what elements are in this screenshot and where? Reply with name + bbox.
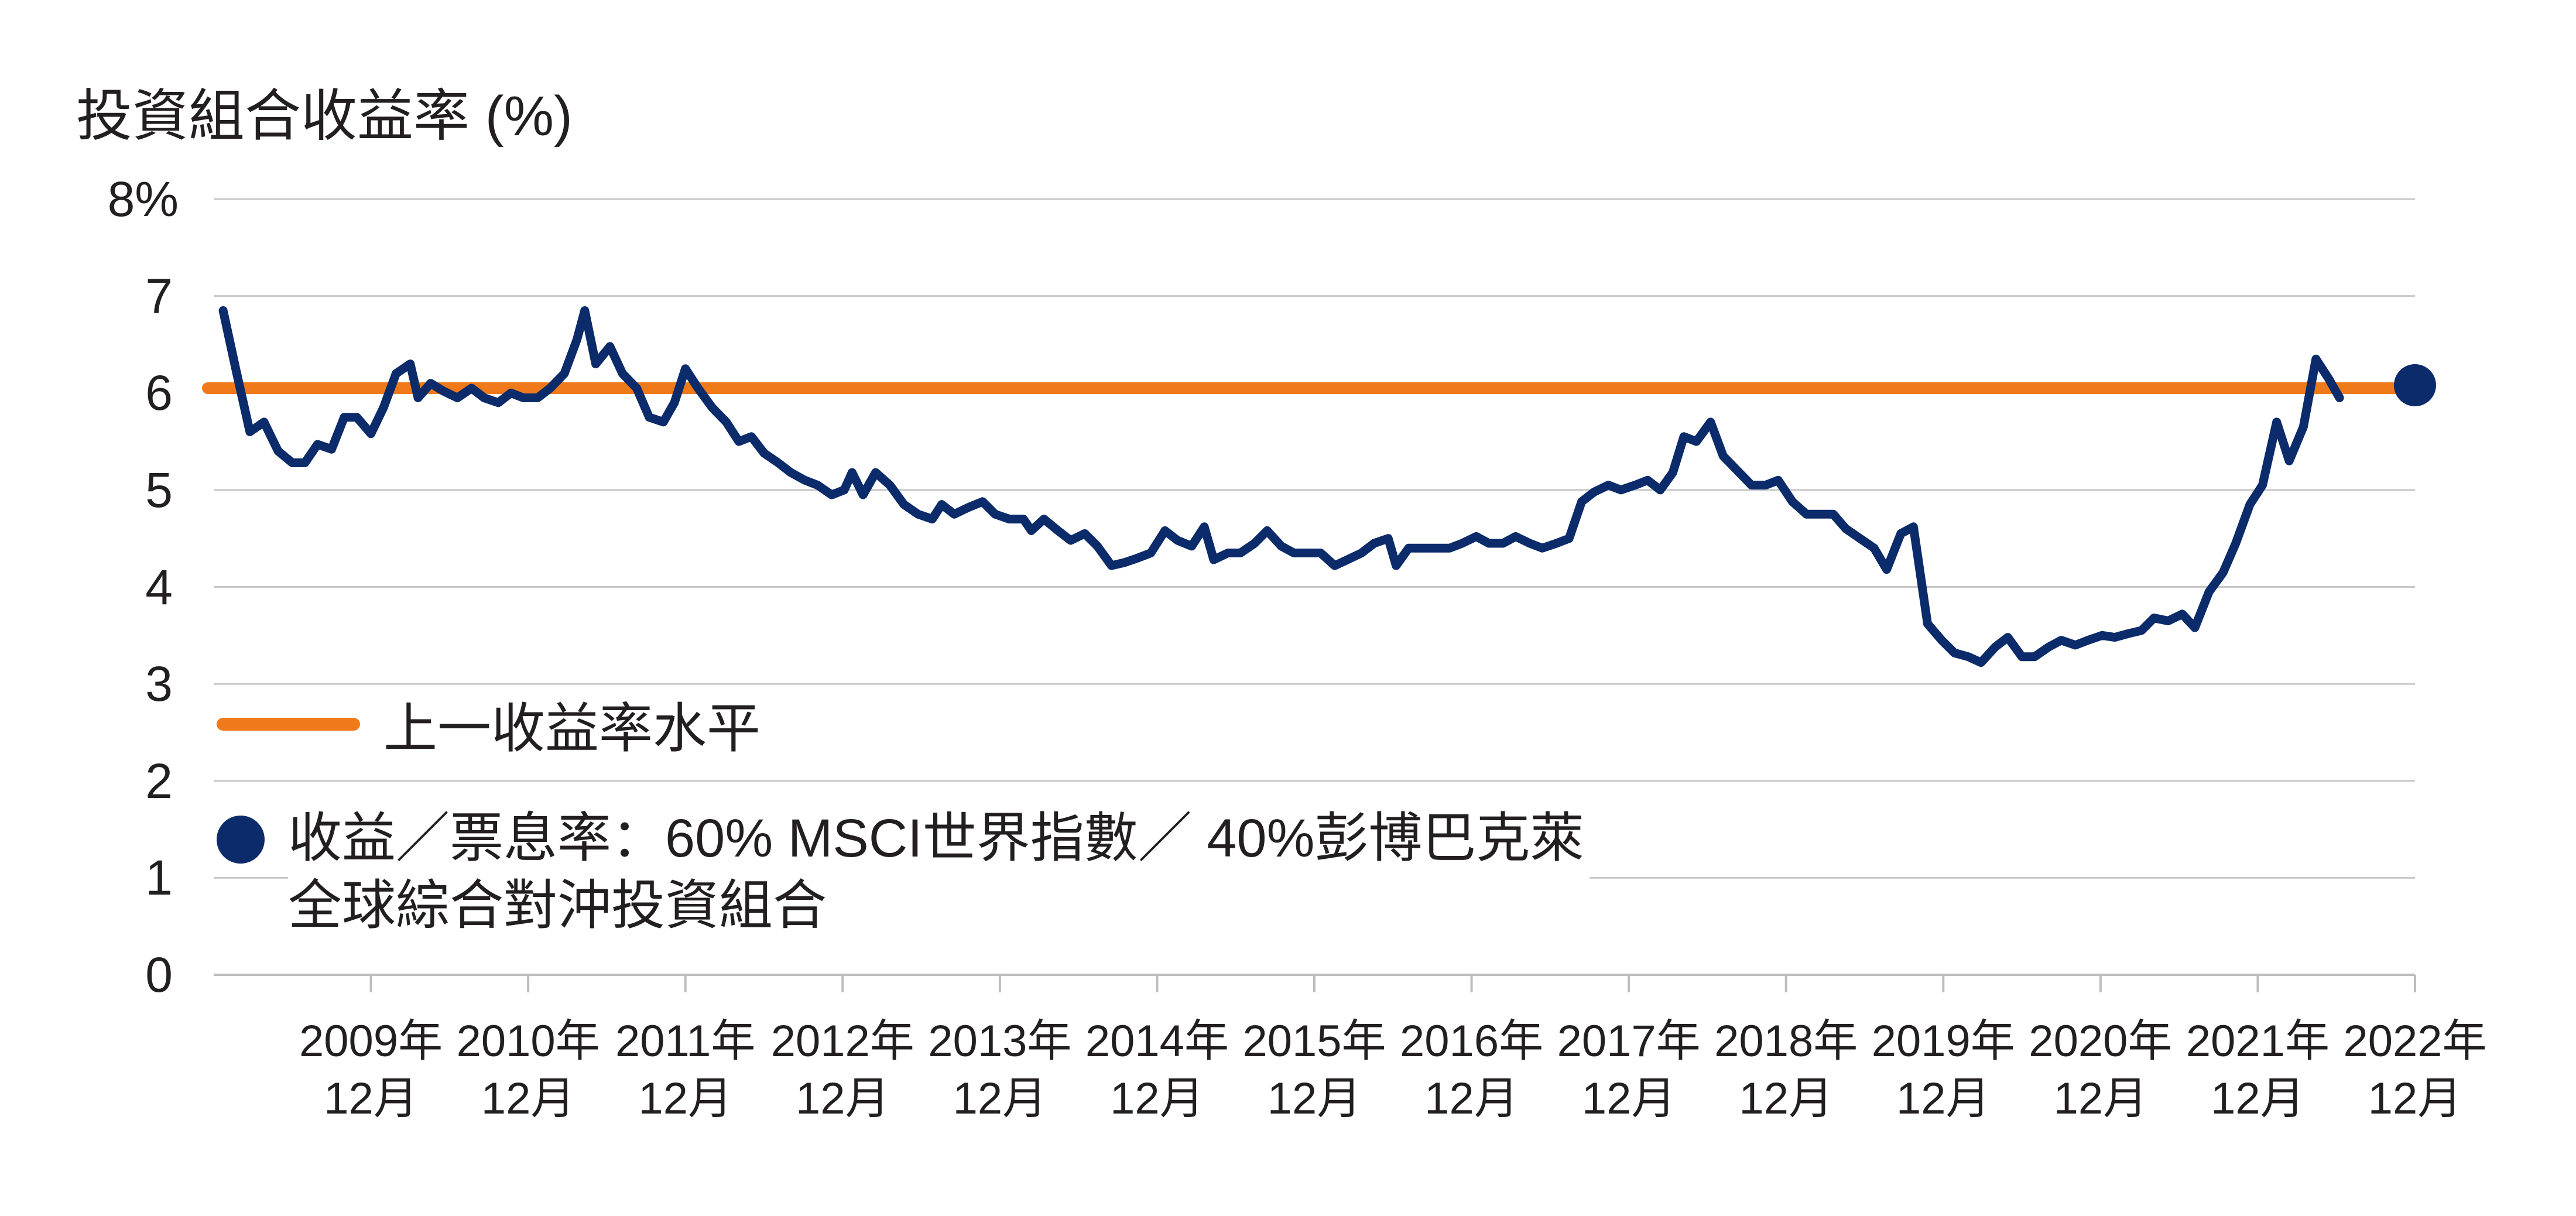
x-tick-label-year: 2014年	[1085, 1016, 1229, 1066]
x-tick-label-year: 2022年	[2343, 1016, 2487, 1066]
x-tick-label-month: 12月	[2053, 1074, 2148, 1123]
x-tick-label: 2012年 12月	[766, 1013, 919, 1128]
x-tick-label-month: 12月	[2211, 1074, 2305, 1123]
legend-reference-label: 上一收益率水平	[383, 699, 761, 759]
x-tick-label-year: 2011年	[615, 1016, 756, 1066]
x-tick-label: 2011年 12月	[609, 1013, 762, 1128]
x-tick-label-month: 12月	[1581, 1074, 1676, 1123]
x-tick-label-month: 12月	[1424, 1074, 1519, 1123]
x-tick-label-month: 12月	[481, 1074, 576, 1123]
x-tick-label-year: 2019年	[1871, 1016, 2015, 1066]
x-tick-label-year: 2016年	[1400, 1016, 1544, 1066]
series-group	[218, 306, 2436, 667]
y-tick-label: 5	[145, 462, 173, 518]
gridlines	[214, 198, 2415, 879]
x-tick-label: 2018年 12月	[1710, 1013, 1862, 1128]
y-tick-label: 4	[145, 559, 173, 615]
x-tick-label-year: 2013年	[928, 1016, 1072, 1066]
y-tick-label: 0	[145, 947, 173, 1002]
x-tick-label-month: 12月	[1267, 1074, 1362, 1123]
x-tick-label: 2009年 12月	[295, 1013, 447, 1128]
x-tick-label: 2010年 12月	[452, 1013, 604, 1128]
x-tick-label-year: 2010年	[456, 1016, 600, 1066]
y-tick-label: 1	[145, 850, 173, 906]
x-tick-label: 2015年 12月	[1238, 1013, 1390, 1128]
y-tick-label: 8%	[107, 172, 179, 227]
x-tick-marks	[369, 975, 2416, 992]
x-tick-label: 2017年 12月	[1553, 1013, 1705, 1128]
x-tick-label-month: 12月	[796, 1074, 890, 1123]
x-tick-label-year: 2020年	[2029, 1016, 2173, 1066]
y-axis-label: 投資組合收益率 (%)	[76, 85, 573, 148]
y-tick-label: 6	[145, 365, 173, 421]
legend-orange-line-swatch	[217, 717, 360, 731]
x-tick-label: 2021年 12月	[2181, 1013, 2334, 1128]
series-line	[218, 306, 2344, 667]
legend-item-portfolio: 收益／票息率：60% MSCI世界指數／ 40%彭博巴克萊 全球綜合對沖投資組合	[217, 805, 1590, 940]
x-tick-label-month: 12月	[2368, 1074, 2462, 1123]
x-tick-label: 2016年 12月	[1396, 1013, 1548, 1128]
x-tick-label: 2020年 12月	[2025, 1013, 2177, 1128]
y-tick-label: 3	[145, 656, 173, 712]
x-tick-label-month: 12月	[1896, 1074, 1991, 1123]
x-tick-label-year: 2012年	[770, 1016, 914, 1066]
x-tick-label: 2019年 12月	[1867, 1013, 2019, 1128]
x-tick-label-year: 2021年	[2186, 1016, 2330, 1066]
legend-item-reference: 上一收益率水平	[217, 685, 761, 763]
y-tick-label: 2	[145, 753, 173, 809]
x-tick-label: 2014年 12月	[1081, 1013, 1233, 1128]
legend-blue-dot-swatch	[217, 816, 265, 864]
legend-portfolio-label-line2: 全球綜合對沖投資組合	[288, 876, 827, 936]
x-tick-label-year: 2009年	[299, 1016, 443, 1066]
y-tick-label: 7	[145, 268, 173, 324]
x-tick-label: 2022年 12月	[2339, 1013, 2491, 1128]
x-tick-label-month: 12月	[324, 1074, 418, 1123]
last-point-marker	[2394, 364, 2436, 406]
x-tick-label: 2013年 12月	[924, 1013, 1076, 1128]
x-tick-label-month: 12月	[953, 1074, 1047, 1123]
x-tick-label-year: 2015年	[1242, 1016, 1386, 1066]
x-tick-label-month: 12月	[1110, 1074, 1204, 1123]
x-tick-label-year: 2017年	[1557, 1016, 1701, 1066]
legend-portfolio-label-line1: 收益／票息率：60% MSCI世界指數／ 40%彭博巴克萊	[288, 809, 1584, 868]
x-tick-label-month: 12月	[1739, 1074, 1833, 1123]
x-tick-label-year: 2018年	[1714, 1016, 1858, 1066]
x-tick-label-month: 12月	[638, 1074, 732, 1123]
